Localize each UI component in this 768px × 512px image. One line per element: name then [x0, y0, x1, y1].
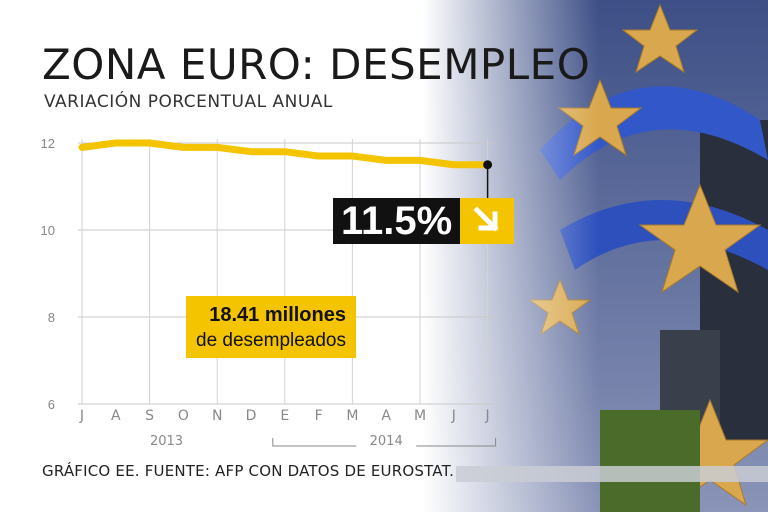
chart-subtitle: VARIACIÓN PORCENTUAL ANUAL: [44, 92, 333, 112]
x-tick-label: F: [315, 408, 323, 424]
data-point: [113, 141, 118, 145]
x-tick-label: J: [451, 408, 456, 424]
y-tick-label: 8: [48, 310, 55, 325]
y-tick-label: 6: [48, 397, 55, 412]
endpoint-marker: [483, 160, 493, 170]
data-point: [316, 154, 321, 159]
x-tick-label: O: [178, 408, 189, 424]
data-point: [249, 149, 253, 154]
chart-title: ZONA EURO: DESEMPLEO: [42, 40, 591, 89]
x-tick-label: D: [246, 408, 257, 424]
x-tick-label: A: [111, 408, 121, 424]
data-point: [384, 158, 389, 163]
y-tick-label: 10: [41, 223, 55, 238]
year-bracket: [272, 438, 497, 447]
data-point: [418, 158, 422, 163]
unemployed-info-box: 18.41 millones de desempleados: [186, 296, 356, 358]
data-point: [282, 149, 287, 154]
data-point: [181, 145, 186, 150]
x-tick-label: A: [381, 408, 391, 424]
data-point: [451, 162, 456, 167]
x-tick-label: E: [280, 408, 289, 424]
data-point: [147, 141, 152, 145]
x-tick-label: M: [346, 408, 358, 424]
data-point: [80, 145, 84, 150]
latest-value: 11.5%: [333, 198, 461, 244]
data-point: [215, 145, 220, 150]
y-tick-label: 12: [41, 136, 55, 151]
footer-bar: [456, 466, 768, 482]
source-footer: GRÁFICO EE. FUENTE: AFP CON DATOS DE EUR…: [42, 462, 455, 480]
unemployed-count: 18.41 millones: [209, 304, 346, 326]
x-tick-label: J: [79, 408, 84, 424]
latest-value-callout: 11.5%: [333, 198, 515, 244]
arrow-down-right-icon: [460, 198, 515, 244]
x-tick-label: J: [485, 408, 490, 424]
year-label: 2014: [370, 434, 403, 449]
x-tick-label: M: [414, 408, 426, 424]
data-point: [350, 154, 355, 159]
x-tick-label: N: [212, 408, 222, 424]
x-tick-label: S: [145, 408, 154, 424]
year-label: 2013: [150, 434, 183, 449]
unemployed-label: de desempleados: [196, 330, 346, 351]
